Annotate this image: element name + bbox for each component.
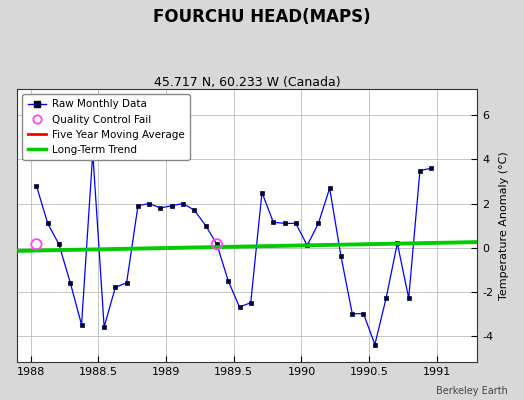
Text: Berkeley Earth: Berkeley Earth: [436, 386, 508, 396]
Text: FOURCHU HEAD(MAPS): FOURCHU HEAD(MAPS): [153, 8, 371, 26]
Title: 45.717 N, 60.233 W (Canada): 45.717 N, 60.233 W (Canada): [154, 76, 341, 89]
Point: [32, 241, 41, 248]
Y-axis label: Temperature Anomaly (°C): Temperature Anomaly (°C): [499, 151, 509, 300]
Point: [213, 241, 221, 248]
Legend: Raw Monthly Data, Quality Control Fail, Five Year Moving Average, Long-Term Tren: Raw Monthly Data, Quality Control Fail, …: [23, 94, 190, 160]
